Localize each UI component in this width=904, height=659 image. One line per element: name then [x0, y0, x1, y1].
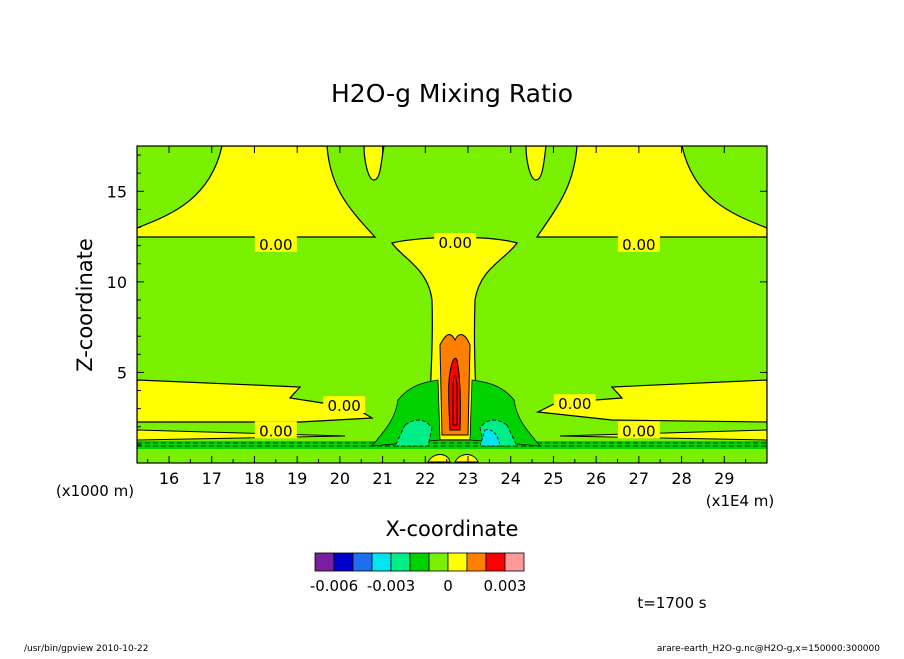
x-axis-title: X-coordinate: [386, 517, 519, 541]
colorbar-tick-labels: -0.006 -0.003 0 0.003: [310, 577, 527, 595]
core-inner-contour: [452, 374, 458, 426]
upper-left-positive-region: [137, 146, 377, 238]
contour-label-bg: [254, 234, 297, 252]
x-tick-label: 20: [330, 469, 350, 488]
x-tick-label: 24: [501, 469, 521, 488]
y-tick-label: 5: [117, 363, 127, 382]
colorbar-swatch: [409, 552, 430, 572]
footer-right: arare-earth_H2O-g.nc@H2O-g,x=150000:3000…: [657, 644, 880, 654]
x-tick-label: 23: [458, 469, 478, 488]
thin-right-band: [559, 429, 767, 441]
colorbar-swatch: [333, 552, 354, 572]
contour-label-bg: [553, 394, 596, 412]
contour-label: 0.00: [259, 236, 292, 254]
x-tick-label: 29: [714, 469, 734, 488]
contour-label: 0.00: [622, 236, 655, 254]
top-tongue-left: [363, 146, 385, 181]
contour-label-bg: [434, 233, 477, 251]
x-tick-label: 26: [586, 469, 606, 488]
contour-label: 0.00: [259, 422, 292, 440]
contour-label-bg: [617, 234, 660, 252]
surface-bubble-left: [427, 454, 451, 463]
y-tick-label: 15: [107, 182, 127, 201]
lower-right-positive-band: [535, 379, 767, 423]
contour-label-bg: [254, 421, 297, 439]
x-tick-label: 22: [415, 469, 435, 488]
x-tick-label: 16: [159, 469, 179, 488]
surface-bubble-right: [454, 454, 479, 463]
dashed-negative-contours: [137, 442, 767, 447]
colorbar-swatch: [504, 552, 525, 572]
core-peak: [448, 357, 461, 431]
colorbar-tick-label: -0.003: [367, 577, 415, 595]
colorbar-swatch: [390, 552, 411, 572]
colorbar-tick-label: 0.003: [484, 577, 527, 595]
top-tongue-right: [525, 146, 547, 181]
contour-label: 0.00: [558, 395, 591, 413]
surface-negative-layer: [137, 441, 767, 449]
colorbar-swatch: [447, 552, 468, 572]
upper-right-positive-region: [535, 146, 767, 238]
x-tick-label: 21: [372, 469, 392, 488]
colorbar-swatch: [314, 552, 335, 572]
thin-left-band: [137, 429, 346, 441]
footer-left: /usr/bin/gpview 2010-10-22: [24, 644, 148, 654]
contour-label: 0.00: [327, 397, 360, 415]
y-axis-title: Z-coordinate: [73, 238, 97, 372]
y-tick-label: 10: [107, 273, 127, 292]
contour-label-bg: [617, 421, 660, 439]
left-flank-low: [394, 419, 433, 447]
time-label: t=1700 s: [637, 594, 706, 612]
colorbar-swatch: [352, 552, 373, 572]
x-tick-label: 27: [629, 469, 649, 488]
x-axis-ticks: 16 17 18 19 20 21 22 23 24 25 26 27 28 29: [147, 146, 747, 488]
colorbar-swatch: [371, 552, 392, 572]
contour-label: 0.00: [622, 422, 655, 440]
x-tick-label: 17: [202, 469, 222, 488]
colorbar-swatch: [485, 552, 506, 572]
chart-title: H2O-g Mixing Ratio: [331, 79, 573, 108]
contour-label: 0.00: [439, 234, 472, 252]
y-unit-note: (x1000 m): [56, 482, 134, 500]
colorbar-swatch: [428, 552, 449, 572]
x-tick-label: 28: [671, 469, 691, 488]
x-unit-note: (x1E4 m): [706, 492, 775, 510]
colorbar-tick-label: -0.006: [310, 577, 358, 595]
colorbar-tick-label: 0: [443, 577, 453, 595]
colorbar: [314, 552, 525, 572]
contour-label-group: 0.00 0.00 0.00 0.00 0.00 0.00 0.00: [254, 233, 660, 440]
colorbar-swatch: [466, 552, 487, 572]
x-tick-label: 18: [244, 469, 264, 488]
x-tick-label: 25: [543, 469, 563, 488]
contour-label-bg: [323, 396, 366, 414]
contour-plot-area: 0.00 0.00 0.00 0.00 0.00 0.00 0.00: [137, 146, 767, 463]
plot-frame: [136, 145, 768, 464]
right-flank-lowest: [479, 429, 501, 447]
x-tick-label: 19: [287, 469, 307, 488]
y-axis-ticks: 5 10 15: [107, 154, 767, 446]
